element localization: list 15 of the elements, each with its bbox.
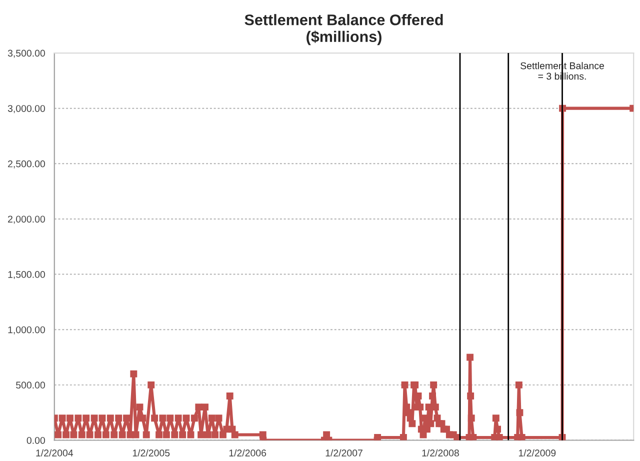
y-tick-label: 3,500.00	[8, 50, 45, 58]
x-tick-label: 1/2/2008	[422, 449, 459, 456]
y-tick-label: 500.00	[16, 382, 45, 389]
x-tick-label: 1/2/2005	[132, 449, 170, 456]
y-tick-label: 2,500.00	[8, 160, 45, 168]
y-tick-label: 1,500.00	[8, 271, 45, 280]
y-tick-label: 3,000.00	[8, 105, 45, 114]
x-tick-label: 1/2/2009	[518, 449, 556, 456]
y-tick-label: 1,000.00	[8, 326, 45, 334]
x-tick-label: 1/2/2004	[36, 449, 74, 456]
chart-title: Settlement Balance Offered ($millions)	[244, 14, 443, 46]
y-tick-label: 0.00	[26, 436, 45, 444]
x-tick-label: 1/2/2007	[326, 449, 362, 456]
x-tick-label: 1/2/2006	[229, 449, 266, 456]
y-tick-label: 2,000.00	[8, 216, 45, 224]
